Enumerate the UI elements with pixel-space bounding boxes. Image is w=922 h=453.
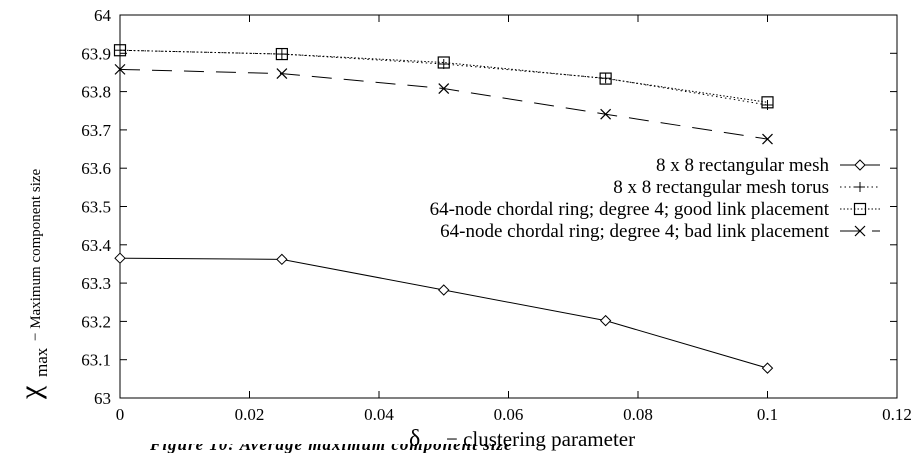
legend-label: 8 x 8 rectangular mesh xyxy=(656,155,830,176)
series-0 xyxy=(114,252,774,374)
series-line xyxy=(119,68,768,140)
plus-marker xyxy=(762,100,773,111)
diamond-marker xyxy=(114,252,126,264)
y-tick-label: 63.7 xyxy=(81,121,111,140)
square-marker xyxy=(113,44,127,57)
y-axis-subscript: max xyxy=(32,347,51,377)
x-marker-b xyxy=(114,63,126,75)
series-line xyxy=(119,49,768,103)
y-tick-label: 63.6 xyxy=(81,159,111,178)
x-marker-b xyxy=(600,108,612,120)
series-2 xyxy=(113,44,774,109)
diamond-marker xyxy=(854,159,866,171)
y-tick-label: 63.1 xyxy=(81,351,111,370)
y-tick-label: 64 xyxy=(94,6,112,25)
x-tick-label: 0 xyxy=(116,405,125,424)
axis-titles: δ − clustering parameter χ max − Maximum… xyxy=(14,168,635,452)
x-tick-label: 0.02 xyxy=(235,405,265,424)
plus-marker xyxy=(438,59,449,70)
y-axis-symbol: χ xyxy=(14,385,47,400)
x-axis-title: − clustering parameter xyxy=(446,427,635,451)
diamond-marker xyxy=(761,362,774,374)
x-tick-label: 0.08 xyxy=(623,405,653,424)
plus-marker xyxy=(855,182,865,192)
figure-caption-fragment: Figure 10: Average maximum component siz… xyxy=(150,444,610,453)
legend-label: 8 x 8 rectangular mesh torus xyxy=(613,177,829,198)
legend-label: 64-node chordal ring; degree 4; good lin… xyxy=(430,199,830,220)
x-marker xyxy=(600,108,612,120)
series-line xyxy=(119,257,768,369)
x-marker xyxy=(762,133,773,145)
x-tick-label: 0.04 xyxy=(364,405,394,424)
x-tick-label: 0.1 xyxy=(757,405,778,424)
x-tick-label: 0.12 xyxy=(882,405,912,424)
x-marker-b xyxy=(276,68,288,80)
y-tick-label: 63.5 xyxy=(81,198,111,217)
x-marker-b xyxy=(762,133,773,145)
square-marker xyxy=(761,96,774,109)
y-tick-label: 63.3 xyxy=(81,274,111,293)
caption-text: Figure 10: Average maximum component siz… xyxy=(150,444,513,453)
x-marker xyxy=(276,68,288,80)
series-3 xyxy=(114,63,773,145)
y-tick-label: 63.8 xyxy=(81,83,111,102)
diamond-marker xyxy=(599,314,612,327)
y-tick-label: 63.2 xyxy=(81,312,111,331)
square-marker xyxy=(275,47,288,61)
diamond-marker xyxy=(438,284,450,296)
x-marker xyxy=(854,225,866,237)
x-marker-b xyxy=(438,83,450,94)
series-line xyxy=(119,49,768,106)
x-marker-b xyxy=(854,225,866,237)
y-tick-label: 63 xyxy=(94,389,111,408)
square-marker xyxy=(437,56,450,69)
y-axis-title-group: χ max − Maximum component size xyxy=(14,168,51,400)
x-marker xyxy=(114,63,126,75)
square-marker xyxy=(853,202,867,216)
y-tick-label: 63.4 xyxy=(81,236,111,255)
series-layer xyxy=(113,44,774,374)
x-marker xyxy=(438,83,450,94)
series-1 xyxy=(115,45,773,111)
square-marker xyxy=(599,72,612,85)
diamond-marker xyxy=(276,253,288,266)
x-axis-symbol: δ xyxy=(409,426,420,452)
y-tick-label: 63.9 xyxy=(81,44,111,63)
x-tick-label: 0.06 xyxy=(494,405,524,424)
plot-axes: 0 0.02 0.04 0.06 0.08 0.1 0.12 63 63.1 63.2 63.3 63… xyxy=(81,6,912,424)
legend-label: 64-node chordal ring; degree 4; bad link… xyxy=(440,221,830,242)
y-axis-title: − Maximum component size xyxy=(28,168,44,341)
